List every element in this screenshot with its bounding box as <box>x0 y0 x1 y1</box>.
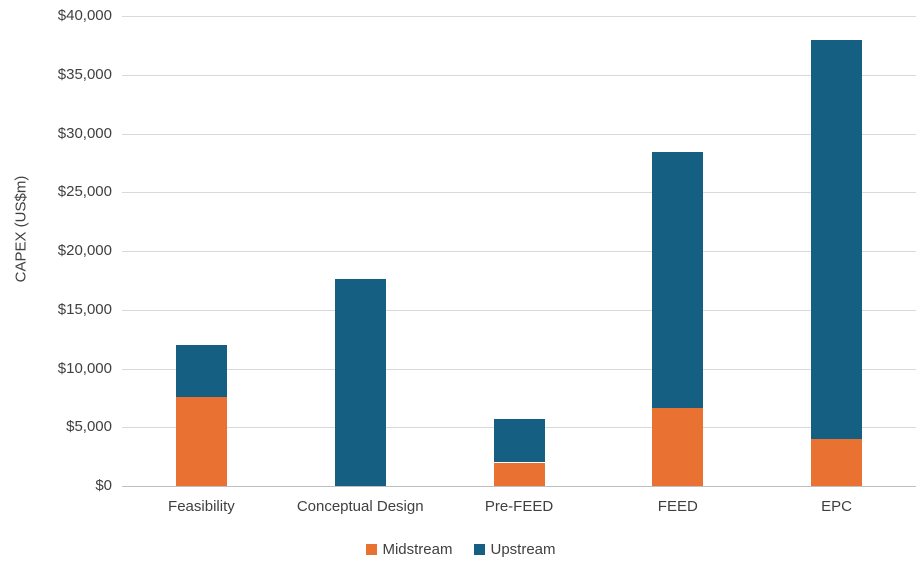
bar-midstream-feasibility <box>175 396 227 486</box>
bar-upstream-conceptual-design <box>334 279 386 486</box>
midstream-swatch-icon <box>366 544 378 555</box>
y-tick-label: $15,000 <box>57 300 112 318</box>
legend-item-midstream: Midstream <box>366 541 452 558</box>
gridline <box>122 133 916 135</box>
y-tick-label: $10,000 <box>57 359 112 377</box>
bar-upstream-feed <box>652 152 704 409</box>
gridline <box>122 368 916 370</box>
gridline <box>122 309 916 311</box>
x-category-label: Feasibility <box>168 498 235 515</box>
legend: Midstream Upstream <box>0 541 922 558</box>
x-category-label: FEED <box>657 498 698 515</box>
y-tick-label: $5,000 <box>66 418 112 436</box>
upstream-swatch-icon <box>474 544 486 555</box>
gridline <box>122 192 916 194</box>
y-axis-title: CAPEX (US$m) <box>12 175 30 283</box>
y-tick-label: $40,000 <box>57 7 112 24</box>
bar-midstream-pre-feed <box>493 462 545 486</box>
bar-upstream-epc <box>811 39 863 439</box>
gridline <box>122 74 916 76</box>
bar-upstream-pre-feed <box>493 419 545 463</box>
gridline <box>122 16 916 17</box>
y-tick-label: $35,000 <box>57 65 112 83</box>
y-tick-label: $25,000 <box>57 183 112 201</box>
gridline <box>122 251 916 252</box>
y-tick-label: $20,000 <box>57 242 112 259</box>
legend-label-midstream: Midstream <box>382 541 453 558</box>
x-category-label: Pre-FEED <box>484 498 554 515</box>
x-category-label: EPC <box>821 498 852 515</box>
y-tick-label: $0 <box>95 477 112 494</box>
legend-label-upstream: Upstream <box>490 541 556 558</box>
bar-upstream-feasibility <box>175 345 227 397</box>
y-tick-label: $30,000 <box>57 124 112 142</box>
bar-midstream-feed <box>652 408 704 486</box>
bar-midstream-epc <box>811 439 863 486</box>
x-axis-line <box>122 486 916 487</box>
legend-item-upstream: Upstream <box>474 541 556 558</box>
x-category-label: Conceptual Design <box>296 498 424 515</box>
